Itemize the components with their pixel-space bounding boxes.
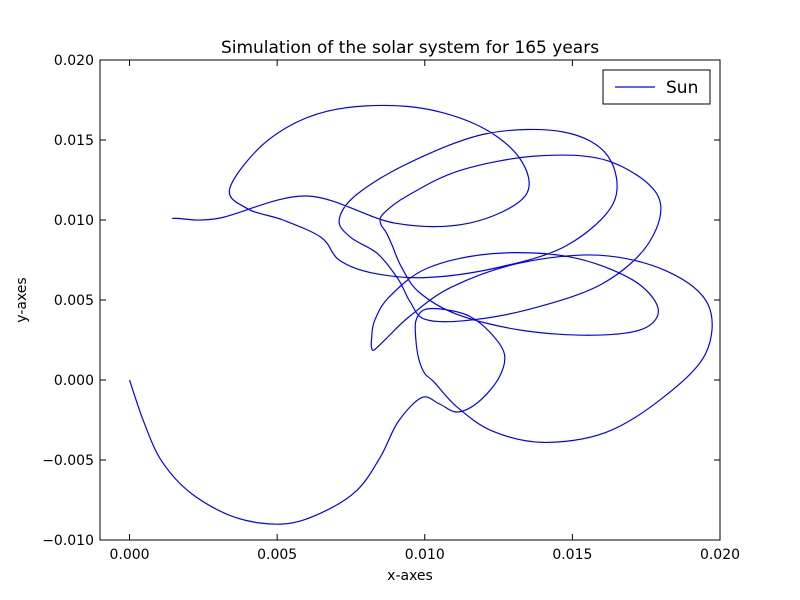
y-tick-label: −0.005 (42, 453, 94, 469)
legend: Sun (602, 69, 711, 105)
axes-frame (99, 59, 721, 541)
legend-label-sun: Sun (666, 78, 698, 98)
x-tick-label: 0.010 (405, 547, 445, 563)
x-tick-label: 0.020 (700, 547, 740, 563)
y-tick-label: 0.005 (54, 293, 94, 309)
series-line-sun (128, 104, 713, 525)
ticks: 0.000 0.005 0.010 0.015 0.020 −0.010 −0.005 0.0… (42, 53, 740, 563)
x-tick-label: 0.015 (552, 547, 592, 563)
y-tick-label: 0.020 (54, 53, 94, 69)
y-tick-label: 0.000 (54, 373, 94, 389)
y-tick-label: −0.010 (42, 533, 94, 549)
chart-title: Simulation of the solar system for 165 y… (221, 38, 599, 58)
y-axis-label: y-axes (14, 277, 30, 322)
plot-area (128, 104, 713, 525)
x-tick-label: 0.000 (109, 547, 149, 563)
x-axis-label: x-axes (387, 568, 433, 584)
y-tick-label: 0.010 (54, 213, 94, 229)
y-tick-label: 0.015 (54, 133, 94, 149)
x-tick-label: 0.005 (257, 547, 297, 563)
